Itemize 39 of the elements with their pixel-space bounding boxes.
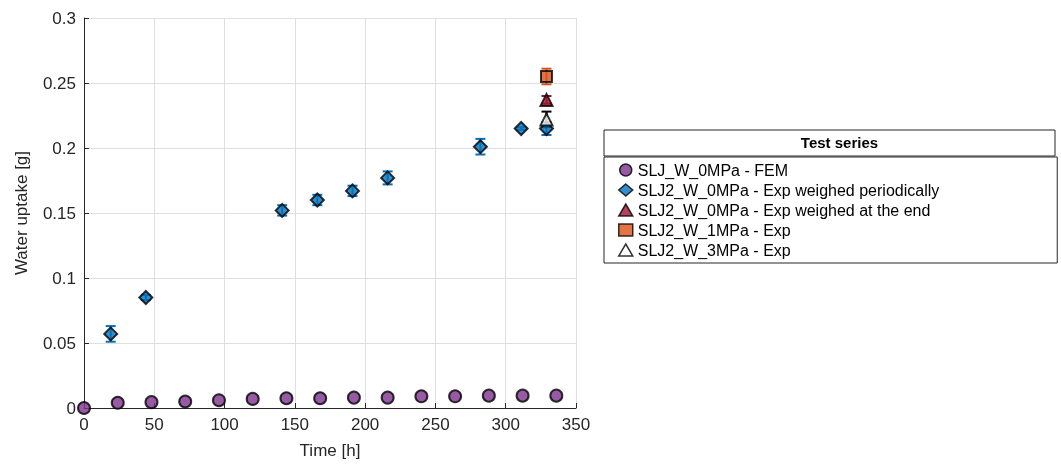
y-tick-label: 0 [66, 398, 76, 418]
point [414, 389, 429, 404]
x-tick-label: 250 [421, 415, 450, 434]
legend-label: SLJ2_W_1MPa - Exp [637, 221, 791, 240]
point [211, 393, 226, 408]
x-tick-label: 100 [210, 415, 239, 434]
y-tick-label: 0.2 [52, 138, 76, 158]
y-tick-label: 0.15 [42, 203, 76, 223]
y-axis-title: Water uptake [g] [12, 150, 31, 276]
point [380, 390, 395, 405]
x-tick-label: 50 [144, 415, 164, 434]
y-tick-label: 0.3 [52, 8, 76, 28]
point [448, 389, 463, 404]
point [313, 391, 328, 406]
point [279, 391, 294, 406]
point [513, 121, 529, 136]
point [110, 395, 125, 410]
x-tick-label: 350 [561, 415, 591, 434]
point [144, 395, 159, 410]
legend-title: Test series [800, 134, 879, 151]
legend-label: SLJ2_W_0MPa - Exp weighed at the end [637, 201, 931, 220]
y-tick-label: 0.05 [42, 333, 76, 353]
point [481, 388, 496, 403]
x-tick-label: 150 [280, 415, 310, 434]
legend-label: SLJ2_W_3MPa - Exp [637, 241, 791, 260]
legend-label: SLJ_W_0MPa - FEM [637, 161, 789, 180]
point [515, 388, 530, 403]
point [245, 391, 260, 406]
y-tick-label: 0.1 [52, 268, 76, 288]
x-tick-label: 0 [79, 415, 89, 434]
x-tick-label: 300 [491, 415, 520, 434]
point [77, 401, 91, 415]
point [346, 390, 361, 405]
legend-label: SLJ2_W_0MPa - Exp weighed periodically [637, 181, 940, 200]
x-axis-title: Time [h] [299, 441, 361, 460]
y-tick-label: 0.25 [42, 73, 76, 93]
point [549, 388, 564, 403]
x-tick-label: 200 [350, 415, 380, 434]
point [178, 394, 193, 409]
